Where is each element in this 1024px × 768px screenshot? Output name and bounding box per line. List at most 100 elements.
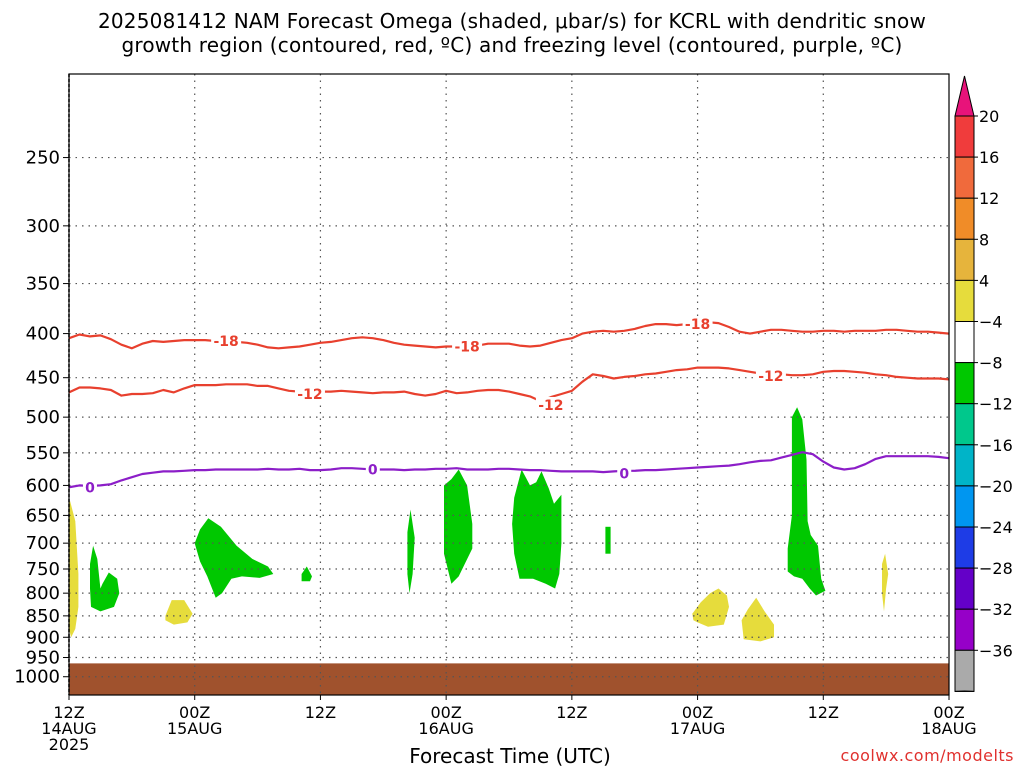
contour-label-bg [365, 461, 380, 478]
contour-label-bg [294, 385, 325, 402]
contour-line--18 [69, 321, 949, 350]
omega-region-9 [407, 509, 415, 594]
omega-region-4 [741, 597, 774, 642]
omega-region-10 [444, 469, 473, 584]
colorbar-label: 16 [979, 148, 999, 167]
contour-label--12: -12 [538, 398, 563, 414]
colorbar-label: −32 [979, 600, 1013, 619]
colorbar-label: −28 [979, 559, 1013, 578]
contour-label-bg [535, 396, 566, 413]
contour-label-bg [211, 332, 242, 349]
omega-region-11 [512, 469, 562, 589]
colorbar-label: 20 [979, 107, 999, 126]
pressure-axis: 2503003504004505005506006507007508008509… [14, 148, 69, 688]
surface-layer [69, 663, 949, 695]
credit-link[interactable]: coolwx.com/modelts [840, 746, 1014, 765]
omega-region-6 [90, 545, 120, 612]
xtick-label: 00Z [179, 703, 210, 722]
omega-region-12 [605, 526, 611, 554]
colorbar-swatch-13 [954, 608, 975, 651]
chart-title-line-2: growth region (contoured, red, ºC) and f… [121, 33, 903, 57]
xtick-label: 00Z [430, 703, 461, 722]
ytick-label-950: 950 [26, 648, 60, 669]
plot-frame [68, 73, 950, 696]
xtick-label: 12Z [556, 703, 587, 722]
contour-label-bg [617, 465, 632, 482]
temperature-contours: -18 -18 -18 -12 -12 -12 0 0 0 [69, 316, 949, 496]
colorbar-label: −8 [979, 354, 1003, 373]
ytick-label-450: 450 [26, 368, 60, 389]
contour-label--12: -12 [297, 387, 322, 403]
omega-region-7 [194, 518, 274, 598]
omega-region-13 [787, 407, 826, 596]
ytick-label-600: 600 [26, 475, 60, 496]
omega-region-5 [882, 553, 889, 612]
omega-shading [69, 407, 889, 642]
xtick-label: 17AUG [670, 719, 725, 738]
ytick-label-700: 700 [26, 533, 60, 554]
ytick-label-1000: 1000 [14, 667, 60, 688]
ytick-label-500: 500 [26, 407, 60, 428]
colorbar-swatch-2 [954, 156, 975, 199]
xtick-label: 12Z [808, 703, 839, 722]
ytick-label-750: 750 [26, 559, 60, 580]
colorbar-top-arrow [954, 75, 975, 117]
colorbar-swatch-10 [954, 485, 975, 528]
omega-region-1 [69, 500, 79, 638]
xtick-label: 12Z [53, 703, 84, 722]
colorbar: 20 16 12 8 4 −4 −8 −12 −16 −20 −24 −28 −32 −36 [954, 75, 1013, 692]
colorbar-label: 12 [979, 189, 999, 208]
colorbar-swatch-8 [954, 403, 975, 446]
contour-label--12: -12 [758, 369, 783, 385]
contour-label--18: -18 [213, 334, 238, 350]
ytick-label-900: 900 [26, 627, 60, 648]
colorbar-swatch-9 [954, 444, 975, 487]
contour-label-bg [452, 338, 483, 355]
ytick-label-350: 350 [26, 274, 60, 295]
colorbar-swatch-5 [954, 279, 975, 322]
colorbar-swatch-4 [954, 238, 975, 281]
xtick-label: 18AUG [921, 719, 976, 738]
ytick-label-800: 800 [26, 583, 60, 604]
colorbar-label: 4 [979, 271, 989, 290]
chart-title-line-1: 2025081412 NAM Forecast Omega (shaded, μ… [97, 9, 927, 33]
ytick-label-400: 400 [26, 324, 60, 345]
ytick-label-300: 300 [26, 216, 60, 237]
colorbar-label: −4 [979, 313, 1003, 332]
contour-label-0: 0 [85, 480, 95, 496]
colorbar-swatch-6 [954, 321, 975, 364]
contour-label-0: 0 [619, 466, 629, 482]
xtick-label: 00Z [933, 703, 964, 722]
colorbar-label: −12 [979, 395, 1013, 414]
colorbar-label: −24 [979, 518, 1013, 537]
contour-label-bg [82, 479, 97, 496]
ytick-label-650: 650 [26, 505, 60, 526]
x-axis-label: Forecast Time (UTC) [409, 744, 611, 768]
omega-region-3 [692, 588, 729, 627]
contour-label-bg [682, 316, 713, 333]
contour-label--18: -18 [685, 317, 710, 333]
xtick-label: 00Z [682, 703, 713, 722]
colorbar-swatch-14 [954, 649, 975, 692]
colorbar-swatch-1 [954, 115, 975, 158]
ytick-label-550: 550 [26, 443, 60, 464]
colorbar-swatch-12 [954, 567, 975, 610]
colorbar-label: −20 [979, 477, 1013, 496]
colorbar-label: −16 [979, 436, 1013, 455]
colorbar-swatch-3 [954, 197, 975, 240]
xtick-label: 14AUG [41, 719, 96, 738]
colorbar-swatch-11 [954, 526, 975, 569]
ytick-label-850: 850 [26, 606, 60, 627]
xtick-label: 16AUG [418, 719, 473, 738]
xtick-label: 2025 [49, 735, 90, 754]
omega-region-2 [165, 600, 193, 625]
ytick-label-250: 250 [26, 148, 60, 169]
contour-label--18: -18 [454, 339, 479, 355]
omega-region-8 [301, 566, 312, 582]
contour-label-bg [755, 368, 786, 385]
surface-band [69, 663, 949, 695]
xtick-label: 12Z [305, 703, 336, 722]
colorbar-label: −36 [979, 641, 1013, 660]
